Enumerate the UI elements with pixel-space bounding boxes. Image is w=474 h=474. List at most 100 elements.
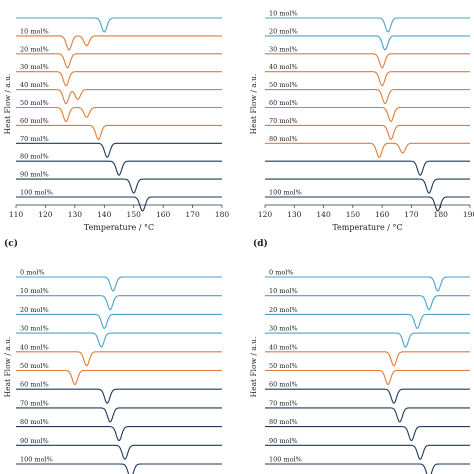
x-tick-label: 140 (316, 210, 331, 219)
series-curve (265, 369, 470, 386)
series-curve (265, 313, 470, 329)
series-label: 40 mol% (269, 63, 298, 71)
x-tick-label: 130 (68, 210, 83, 219)
series-curve (16, 463, 222, 474)
series-label: 30 mol% (269, 45, 298, 53)
series-label: 40 mol% (269, 343, 298, 351)
series-curve (16, 351, 222, 367)
series-curve (265, 426, 470, 442)
series-label: 90 mol% (269, 437, 298, 445)
series-curve (265, 444, 470, 460)
series-label: 10 mol% (20, 27, 49, 35)
series-label: 70 mol% (20, 135, 49, 143)
series-curve (16, 444, 222, 460)
x-tick-label: 120 (38, 210, 53, 219)
panel-label: (d) (253, 238, 268, 249)
panel-1: Heat Flow / a.u. 10 mol% 20 mol% 30 mol% 40 … (249, 10, 474, 233)
series-label: 10 mol% (269, 10, 298, 18)
panel-2: (c) Heat Flow / a.u. 0 mol% 10 mol% 20 mol% 3… (3, 238, 222, 474)
series-label: 60 mol% (269, 381, 298, 389)
series-label: 0 mol% (269, 269, 294, 277)
series-curve (265, 388, 470, 404)
series-label: 20 mol% (269, 27, 298, 35)
series-label: 80 mol% (269, 418, 298, 426)
series-curve (16, 35, 222, 51)
series-label: 100 mol% (269, 456, 302, 464)
series-label: 30 mol% (20, 63, 49, 71)
series-label: 100 mol% (20, 189, 53, 197)
x-tick-label: 190 (463, 210, 474, 219)
series-label: 100 mol% (20, 456, 53, 464)
x-axis-label: Temperature / °C (332, 223, 402, 232)
series-curve (16, 407, 222, 423)
series-curve (16, 89, 222, 105)
x-tick-label: 180 (215, 210, 230, 219)
y-axis-label: Heat Flow / a.u. (3, 74, 12, 135)
series-curve (265, 160, 470, 176)
series-label: 70 mol% (269, 399, 298, 407)
series-label: 90 mol% (20, 437, 49, 445)
series-label: 10 mol% (20, 287, 49, 295)
x-tick-label: 150 (127, 210, 142, 219)
series-curve (16, 276, 222, 292)
series-curve (265, 142, 470, 158)
series-curve (265, 332, 470, 348)
series-curve (265, 71, 470, 87)
series-curve (265, 463, 470, 474)
series-label: 50 mol% (20, 99, 49, 107)
series-label: 0 mol% (20, 269, 45, 277)
series-curve (265, 407, 470, 423)
series-curve (265, 276, 470, 292)
y-axis-label: Heat Flow / a.u. (249, 74, 258, 135)
series-label: 80 mol% (20, 418, 49, 426)
x-tick-label: 180 (434, 210, 449, 219)
series-curve (16, 160, 222, 176)
series-curve (16, 426, 222, 442)
series-curve (16, 178, 222, 194)
series-curve (16, 106, 222, 123)
series-label: 80 mol% (269, 135, 298, 143)
series-curve (16, 332, 222, 348)
panel-label: (c) (4, 238, 18, 249)
x-axis-label: Temperature / °C (84, 223, 154, 232)
series-curve (265, 106, 470, 123)
series-label: 50 mol% (269, 81, 298, 89)
series-curve (16, 196, 222, 212)
series-label: 40 mol% (20, 81, 49, 89)
x-tick-label: 130 (287, 210, 302, 219)
series-curve (16, 17, 222, 33)
series-label: 60 mol% (20, 117, 49, 125)
panel-3: (d) Heat Flow / a.u. 0 mol% 10 mol% 20 mol% 3… (249, 238, 470, 474)
series-curve (16, 124, 222, 140)
series-curve (16, 53, 222, 69)
series-label: 70 mol% (269, 117, 298, 125)
series-label: 30 mol% (20, 325, 49, 333)
series-label: 40 mol% (20, 343, 49, 351)
series-curve (16, 369, 222, 386)
series-label: 90 mol% (20, 171, 49, 179)
series-label: 60 mol% (20, 381, 49, 389)
x-tick-label: 140 (97, 210, 112, 219)
series-curve (265, 295, 470, 311)
series-curve (265, 178, 470, 194)
y-axis-label: Heat Flow / a.u. (3, 337, 12, 398)
series-label: 50 mol% (269, 362, 298, 370)
series-curve (16, 142, 222, 158)
panel-0: Heat Flow / a.u. 10 mol% 20 mol% 30 mol% 40 … (3, 17, 230, 232)
x-tick-label: 120 (258, 210, 273, 219)
series-curve (16, 295, 222, 311)
series-label: 100 mol% (269, 189, 302, 197)
x-tick-label: 170 (404, 210, 419, 219)
x-tick-label: 160 (156, 210, 171, 219)
series-curve (265, 351, 470, 367)
series-label: 10 mol% (269, 287, 298, 295)
series-curve (265, 53, 470, 69)
x-tick-label: 160 (375, 210, 390, 219)
series-label: 30 mol% (269, 325, 298, 333)
series-curve (265, 89, 470, 105)
x-tick-label: 110 (9, 210, 24, 219)
x-tick-label: 150 (346, 210, 361, 219)
series-label: 60 mol% (269, 99, 298, 107)
series-curve (16, 71, 222, 87)
series-label: 20 mol% (20, 306, 49, 314)
